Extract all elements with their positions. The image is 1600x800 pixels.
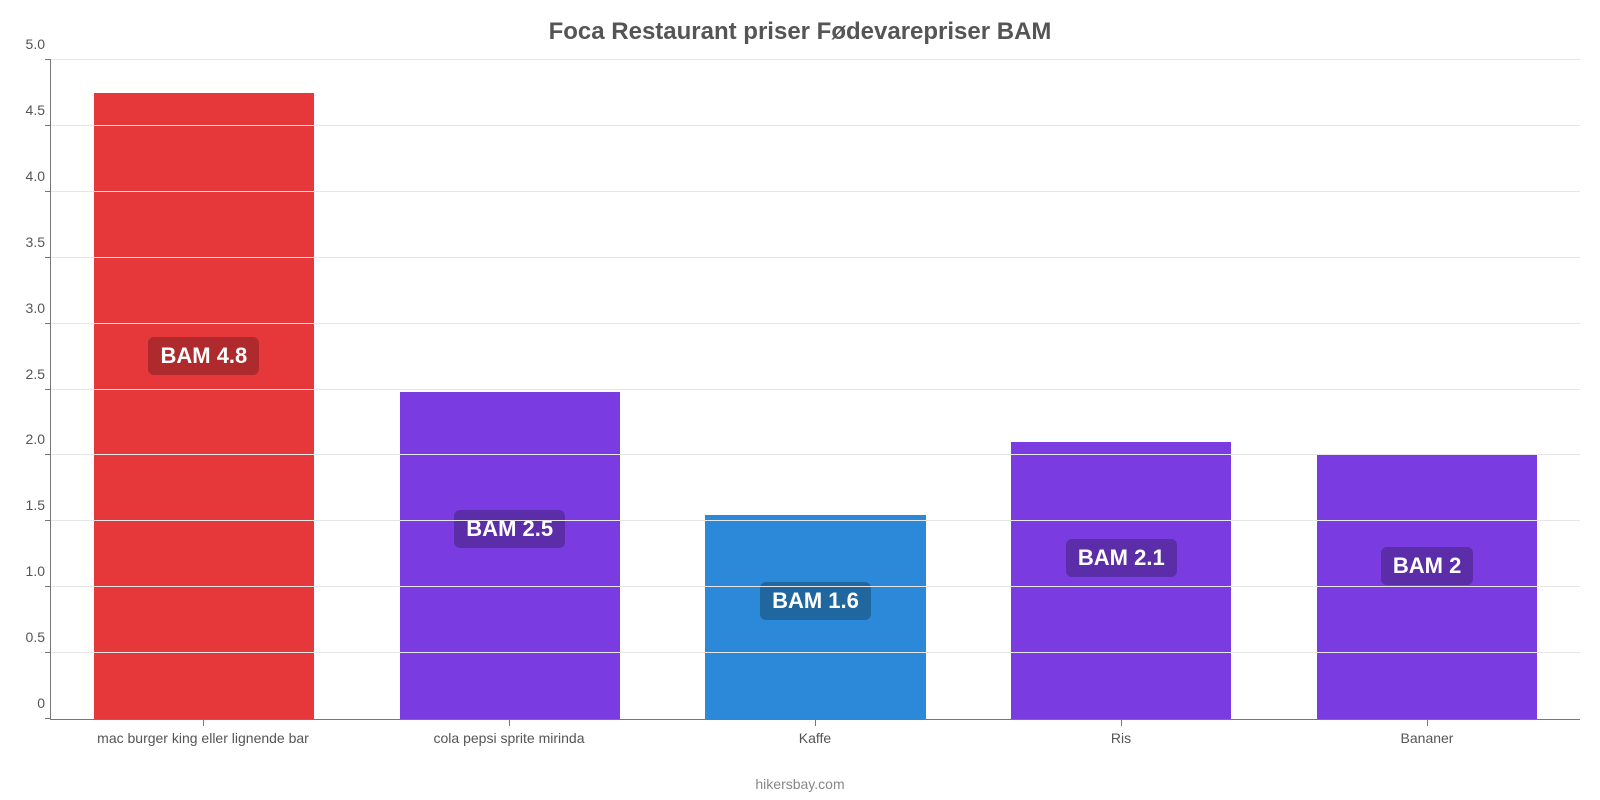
y-tick-mark: [45, 257, 51, 258]
chart-container: Foca Restaurant priser Fødevarepriser BA…: [0, 0, 1600, 800]
y-tick-label: 1.5: [26, 497, 45, 513]
x-tick-mark: [203, 720, 204, 726]
y-tick-mark: [45, 454, 51, 455]
grid-line: [51, 520, 1580, 521]
y-tick-mark: [45, 191, 51, 192]
grid-line: [51, 389, 1580, 390]
bar: [1011, 442, 1231, 719]
chart-footer: hikersbay.com: [0, 776, 1600, 792]
x-tick-mark: [509, 720, 510, 726]
y-tick-mark: [45, 125, 51, 126]
y-tick-mark: [45, 586, 51, 587]
x-axis-label: cola pepsi sprite mirinda: [434, 730, 585, 746]
grid-line: [51, 586, 1580, 587]
plot-area: BAM 4.8BAM 2.5BAM 1.6BAM 2.1BAM 2 00.51.…: [50, 60, 1580, 720]
y-tick-label: 0: [37, 695, 45, 711]
y-tick-mark: [45, 718, 51, 719]
grid-line: [51, 454, 1580, 455]
grid-line: [51, 191, 1580, 192]
x-axis-label: Kaffe: [799, 730, 831, 746]
bar: [1317, 455, 1537, 719]
grid-line: [51, 125, 1580, 126]
y-tick-mark: [45, 59, 51, 60]
bar: [705, 515, 925, 719]
x-axis-label: mac burger king eller lignende bar: [97, 730, 309, 746]
y-tick-label: 3.5: [26, 234, 45, 250]
bars-layer: BAM 4.8BAM 2.5BAM 1.6BAM 2.1BAM 2: [51, 60, 1580, 719]
x-tick-mark: [815, 720, 816, 726]
y-tick-label: 0.5: [26, 629, 45, 645]
y-tick-mark: [45, 323, 51, 324]
grid-line: [51, 652, 1580, 653]
y-tick-label: 5.0: [26, 36, 45, 52]
grid-line: [51, 257, 1580, 258]
x-tick-mark: [1427, 720, 1428, 726]
y-tick-label: 4.0: [26, 168, 45, 184]
x-axis-label: Ris: [1111, 730, 1131, 746]
y-tick-mark: [45, 652, 51, 653]
bar: [94, 93, 314, 719]
y-tick-label: 1.0: [26, 563, 45, 579]
y-tick-mark: [45, 520, 51, 521]
y-tick-label: 4.5: [26, 102, 45, 118]
x-tick-mark: [1121, 720, 1122, 726]
y-tick-label: 3.0: [26, 300, 45, 316]
x-axis-label: Bananer: [1401, 730, 1454, 746]
grid-line: [51, 59, 1580, 60]
bar: [400, 392, 620, 719]
y-tick-label: 2.0: [26, 431, 45, 447]
y-tick-label: 2.5: [26, 366, 45, 382]
chart-title: Foca Restaurant priser Fødevarepriser BA…: [0, 18, 1600, 46]
y-tick-mark: [45, 389, 51, 390]
grid-line: [51, 323, 1580, 324]
